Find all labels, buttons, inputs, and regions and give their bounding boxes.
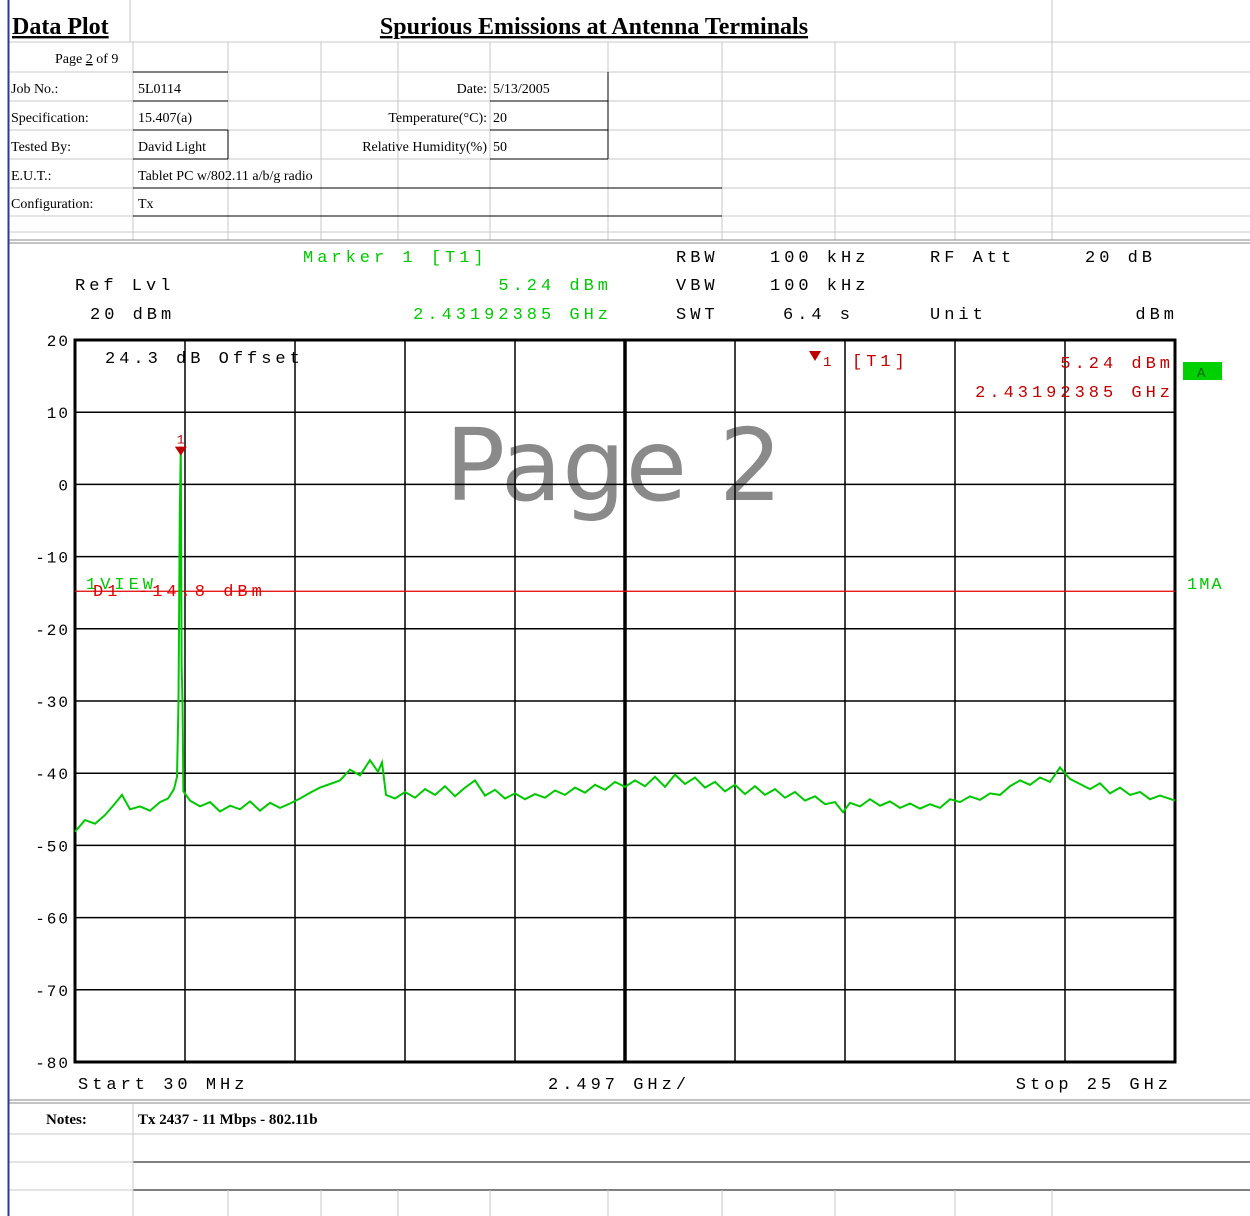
plot: -80 -70 -60 -50 -40 -30 -20 -10 0 10 20 1 (35, 333, 1177, 1073)
y-tick-label: -30 (35, 694, 70, 712)
field-label: Temperature(°C): (388, 111, 487, 126)
page-word: Page (55, 52, 82, 67)
marker-symbol (809, 351, 821, 361)
setting-label: RBW (676, 249, 719, 268)
y-tick-label: 10 (47, 405, 70, 423)
display-line-name: D1 (93, 583, 121, 602)
y-tick-label: -20 (35, 622, 70, 640)
page-count: Page 2 of 9 (55, 52, 118, 67)
y-tick-label: -40 (35, 766, 70, 784)
field-label: Specification: (11, 111, 89, 126)
stop-label: Stop 25 GHz (1016, 1076, 1172, 1095)
field-value: 5/13/2005 (493, 82, 550, 97)
watermark: Page 2 (445, 407, 783, 524)
marker-frequency: 2.43192385 GHz (975, 384, 1174, 403)
marker-value: 5.24 dBm (1060, 355, 1174, 374)
field-value: Tablet PC w/802.11 a/b/g radio (138, 169, 313, 184)
setting-value: 20 dBm (90, 306, 175, 325)
setting-label: SWT (676, 306, 719, 325)
marker-value: 5.24 dBm (498, 277, 612, 296)
marker-number: 1 (177, 433, 185, 448)
marker-title: Marker 1 [T1] (303, 249, 488, 268)
notes-value: Tx 2437 - 11 Mbps - 802.11b (138, 1112, 318, 1128)
setting-value: 100 kHz (770, 249, 869, 268)
field-value: 5L0114 (138, 82, 181, 97)
y-tick-label: -50 (35, 838, 70, 856)
sheet-heading: Spurious Emissions at Antenna Terminals (380, 14, 808, 40)
y-tick-label: -80 (35, 1055, 70, 1073)
view-label: 1VIEW (86, 576, 157, 595)
field-label: Configuration: (11, 197, 93, 212)
y-tick-label: 20 (47, 333, 70, 351)
field-value: David Light (138, 140, 206, 155)
field-label: E.U.T.: (11, 169, 52, 184)
y-tick-label: -10 (35, 550, 70, 568)
y-tick-label: 0 (58, 477, 70, 495)
field-value: 50 (493, 140, 507, 155)
offset-label: 24.3 dB Offset (105, 350, 304, 369)
start-label: Start 30 MHz (78, 1076, 248, 1095)
marker-triangle (174, 446, 187, 456)
field-label: Job No.: (11, 82, 58, 97)
notes-label: Notes: (46, 1112, 87, 1128)
setting-value: 100 kHz (770, 277, 869, 296)
setting-label: RF Att (930, 249, 1015, 268)
display-line-label: -14.8 dBm (138, 583, 266, 602)
span-label: 2.497 GHz/ (548, 1076, 690, 1095)
analyzer-settings: Marker 1 [T1] RBW 100 kHz RF Att 20 dB R… (75, 249, 1178, 325)
y-tick-label: -70 (35, 983, 70, 1001)
trace-badge (1183, 362, 1222, 380)
field-label: Date: (457, 82, 487, 97)
sheet-grid (7, 0, 1250, 1216)
setting-value: 6.4 s (783, 306, 854, 325)
setting-value: 20 dB (1085, 249, 1156, 268)
field-label: Tested By: (11, 140, 71, 155)
sheet-title: Data Plot (12, 14, 109, 40)
page-of: of (96, 52, 108, 67)
trace (74, 446, 1176, 833)
marker-frequency: 2.43192385 GHz (413, 306, 612, 325)
setting-label: Unit (930, 306, 987, 325)
field-value: Tx (138, 197, 154, 212)
marker-number: 1 (823, 355, 835, 371)
page-number: 2 (86, 52, 93, 67)
detector-label: 1MA (1187, 576, 1224, 595)
setting-label: VBW (676, 277, 719, 296)
setting-value: dBm (1135, 306, 1178, 325)
plot-frame (73, 338, 1177, 1064)
field-value: 15.407(a) (138, 111, 192, 126)
setting-label: Ref Lvl (75, 277, 174, 296)
page-total: 9 (111, 52, 118, 67)
field-value: 20 (493, 111, 507, 126)
marker-tag: [T1] (852, 353, 909, 372)
field-label: Relative Humidity(%) (362, 140, 487, 155)
trace-label: A (1197, 366, 1206, 382)
y-tick-label: -60 (35, 911, 70, 929)
